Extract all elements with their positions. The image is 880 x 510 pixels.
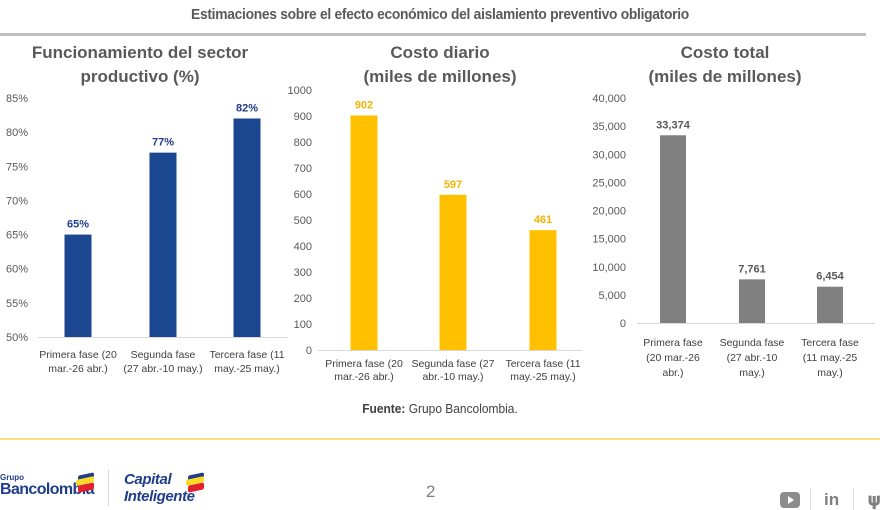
- x-tick-label: abr.): [662, 367, 683, 379]
- y-tick-label: 900: [294, 111, 312, 123]
- bar: [739, 279, 765, 323]
- logo-inteligente-text: Inteligente: [124, 488, 195, 505]
- x-tick-label: (20 mar.-26: [646, 352, 700, 364]
- y-tick-label: 100: [294, 319, 312, 331]
- data-label: 902: [355, 99, 373, 111]
- y-tick-label: 25,000: [592, 177, 626, 189]
- page-number: 2: [426, 482, 436, 501]
- bar: [660, 135, 686, 323]
- x-tick-label: Primera fase (20: [39, 349, 117, 361]
- y-tick-label: 0: [306, 345, 312, 357]
- x-tick-label: may.-25 may.): [214, 363, 280, 375]
- y-tick-label: 300: [294, 267, 312, 279]
- x-tick-label: Primera fase (20: [325, 358, 403, 370]
- y-tick-label: 10,000: [592, 262, 626, 274]
- bar: [64, 234, 92, 337]
- y-tick-label: 15,000: [592, 234, 626, 246]
- y-tick-label: 75%: [6, 161, 28, 173]
- y-tick-label: 80%: [6, 127, 28, 139]
- y-tick-label: 400: [294, 241, 312, 253]
- data-label: 597: [444, 179, 462, 191]
- bar: [817, 286, 843, 323]
- y-tick-label: 1000: [288, 85, 312, 97]
- bar: [439, 194, 467, 350]
- social-separator: [853, 488, 854, 510]
- y-tick-label: 35,000: [592, 121, 626, 133]
- source-text: Grupo Bancolombia.: [405, 401, 518, 416]
- x-tick-label: Tercera fase (11: [209, 349, 284, 361]
- y-tick-label: 200: [294, 293, 312, 305]
- bancolombia-flag-icon: [76, 472, 96, 496]
- y-tick-label: 60%: [6, 264, 28, 276]
- x-tick-label: Segunda fase: [131, 349, 196, 361]
- y-tick-label: 65%: [6, 230, 28, 242]
- y-tick-label: 50%: [6, 332, 28, 344]
- data-label: 77%: [152, 137, 174, 149]
- x-tick-label: may.-25 may.): [510, 371, 576, 383]
- x-tick-label: (11 may.-25: [803, 352, 858, 364]
- x-tick-label: may.): [739, 367, 764, 379]
- x-tick-label: mar.-26 abr.): [48, 363, 108, 375]
- data-label: 65%: [67, 219, 89, 231]
- y-tick-label: 55%: [6, 298, 28, 310]
- logo-grupo-text: Grupo: [0, 473, 24, 482]
- x-tick-label: Segunda fase: [720, 337, 785, 349]
- x-tick-label: mar.-26 abr.): [334, 371, 394, 383]
- chart-funcionamiento: Funcionamiento del sector productivo (%) 5…: [6, 43, 288, 375]
- title-divider: [0, 33, 866, 36]
- y-tick-label: 0: [620, 318, 626, 330]
- y-tick-label: 30,000: [592, 149, 626, 161]
- bar: [233, 118, 261, 337]
- x-tick-label: (27 abr.-10: [727, 352, 778, 364]
- y-tick-label: 5,000: [598, 290, 626, 302]
- data-label: 6,454: [816, 271, 844, 283]
- y-tick-label: 40,000: [592, 93, 626, 105]
- y-tick-label: 70%: [6, 195, 28, 207]
- logo-separator: [108, 470, 109, 506]
- data-label: 461: [534, 214, 552, 226]
- x-tick-label: Segunda fase (27: [412, 358, 495, 370]
- capital-flag-icon: [186, 472, 206, 496]
- youtube-icon[interactable]: [780, 492, 800, 508]
- twitter-icon[interactable]: 𝛙: [868, 490, 880, 509]
- social-separator: [810, 488, 811, 510]
- y-tick-label: 20,000: [592, 206, 626, 218]
- footer-divider: [0, 438, 880, 440]
- x-tick-label: abr.-10 may.): [422, 371, 483, 383]
- chart-title: Costo diario: [390, 43, 489, 62]
- chart-title: Funcionamiento del sector: [32, 43, 249, 62]
- bar: [350, 115, 378, 350]
- bancolombia-logo: Grupo Bancolombia: [0, 474, 94, 498]
- x-tick-label: Tercera fase: [801, 337, 859, 349]
- capital-inteligente-logo: Capital Inteligente: [124, 471, 195, 505]
- bar: [529, 230, 557, 350]
- logo-capital-text: Capital: [124, 471, 172, 488]
- y-tick-label: 700: [294, 163, 312, 175]
- chart-costo-total: Costo total (miles de millones) 0 5,000 10,0…: [592, 43, 875, 379]
- x-tick-label: may.): [817, 367, 842, 379]
- x-tick-label: (27 abr.-10 may.): [123, 363, 202, 375]
- data-label: 7,761: [738, 263, 766, 275]
- y-tick-label: 85%: [6, 93, 28, 105]
- data-label: 82%: [236, 102, 258, 114]
- source-note: Fuente: Grupo Bancolombia.: [35, 401, 845, 416]
- y-tick-label: 500: [294, 215, 312, 227]
- source-label: Fuente:: [362, 401, 406, 416]
- chart-title: Costo total: [681, 43, 770, 62]
- y-tick-label: 800: [294, 137, 312, 149]
- data-label: 33,374: [656, 119, 691, 131]
- logo-bancolombia-text: Bancolombia: [0, 481, 94, 498]
- chart-title: (miles de millones): [363, 67, 516, 86]
- x-tick-label: Tercera fase (11: [505, 358, 580, 370]
- linkedin-icon[interactable]: in: [824, 490, 840, 509]
- y-tick-label: 600: [294, 189, 312, 201]
- chart-title: productivo (%): [81, 67, 200, 86]
- page-title: Estimaciones sobre el efecto económico d…: [191, 6, 689, 23]
- chart-costo-diario: Costo diario (miles de millones) 0 100 200 30…: [288, 43, 582, 383]
- x-tick-label: Primera fase: [643, 337, 703, 349]
- chart-title: (miles de millones): [648, 67, 801, 86]
- bar: [149, 152, 177, 337]
